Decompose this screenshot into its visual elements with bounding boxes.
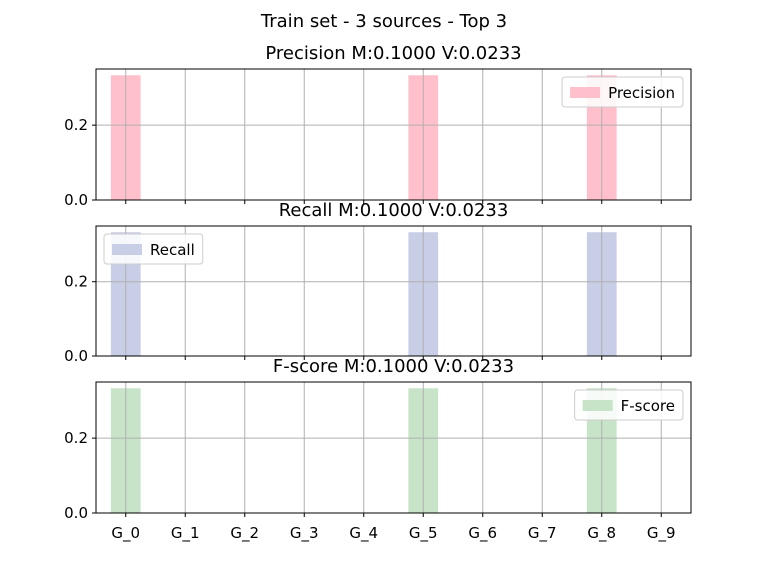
legend-label: F-score: [621, 397, 675, 415]
legend-box: [103, 233, 204, 265]
legend-swatch: [112, 244, 142, 255]
x-tick-label: G_0: [111, 524, 140, 543]
subplot-1: 0.0 0.2 Precision M:0.1000 V:0.0233 Precisi…: [64, 43, 692, 209]
subplot-title: F-score M:0.1000 V:0.0233: [273, 356, 514, 377]
legend-box: [574, 389, 684, 421]
y-tick-label: 0.2: [64, 116, 88, 134]
axes-frame: [95, 68, 692, 201]
legend-label: Recall: [150, 241, 195, 259]
subplot-title: Precision M:0.1000 V:0.0233: [265, 43, 521, 64]
subplots-container: 0.0 0.2 Precision M:0.1000 V:0.0233 Precisi…: [64, 43, 692, 543]
y-tick-label: 0.0: [64, 504, 88, 522]
legend: F-score: [574, 389, 684, 421]
y-tick-label: 0.2: [64, 429, 88, 447]
legend-box: [561, 76, 684, 108]
axes-frame: [95, 381, 692, 514]
y-tick-label: 0.2: [64, 273, 88, 291]
x-tick-label: G_7: [528, 524, 557, 543]
y-tick-label: 0.0: [64, 347, 88, 365]
y-tick-label: 0.0: [64, 191, 88, 209]
x-tick-label: G_6: [468, 524, 497, 543]
x-tick-label: G_3: [290, 524, 319, 543]
subplot-title: Recall M:0.1000 V:0.0233: [279, 200, 509, 221]
subplot-3: 0.0 0.2 G_0 G_1 G_2 G_3 G_4 G_5 G_6 G_7 G_8 G_9 F-sc…: [64, 356, 692, 543]
legend-label: Precision: [608, 84, 675, 102]
x-tick-label: G_1: [171, 524, 200, 543]
x-tick-label: G_4: [349, 524, 378, 543]
legend: Recall: [103, 233, 204, 265]
x-tick-label: G_9: [647, 524, 676, 543]
axes-frame: [95, 225, 692, 357]
figure-suptitle: Train set - 3 sources - Top 3: [260, 11, 507, 32]
subplot-2: 0.0 0.2 Recall M:0.1000 V:0.0233 Recall: [64, 200, 692, 365]
x-tick-label: G_5: [409, 524, 438, 543]
legend-swatch: [582, 400, 613, 411]
x-tick-label: G_8: [587, 524, 616, 543]
x-tick-label: G_2: [230, 524, 259, 543]
legend: Precision: [561, 76, 684, 108]
legend-swatch: [570, 87, 601, 98]
